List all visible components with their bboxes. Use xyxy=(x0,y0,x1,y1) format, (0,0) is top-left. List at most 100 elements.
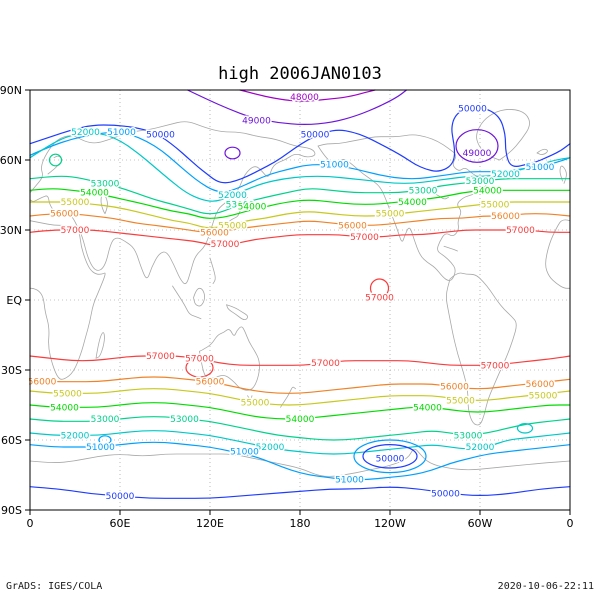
contour-49000 xyxy=(186,89,408,125)
contour-label-54000: 54000 xyxy=(50,403,79,413)
footer-grads-credit: GrADS: IGES/COLA xyxy=(6,581,102,592)
coastline-australia xyxy=(199,326,260,391)
contour-label-56000: 56000 xyxy=(196,378,225,388)
contour-label-50000: 50000 xyxy=(431,490,460,500)
x-axis-tick-label: 0 xyxy=(567,517,574,530)
contour-label-55000: 55000 xyxy=(529,392,558,402)
coastline-tasmania xyxy=(247,395,253,400)
contour-label-50000: 50000 xyxy=(106,492,135,502)
y-axis-tick-label: 60S xyxy=(1,434,22,447)
contour-55000 xyxy=(29,388,571,406)
contour-label-56000: 56000 xyxy=(526,380,555,390)
contour-label-52000: 52000 xyxy=(71,128,100,138)
contour-57000 xyxy=(29,229,571,247)
contour-label-51000: 51000 xyxy=(526,163,555,173)
contour-label-53000: 53000 xyxy=(466,177,495,187)
contour-50000 xyxy=(29,486,571,499)
contour-label-57000: 57000 xyxy=(481,361,510,371)
coastline-cuba xyxy=(443,245,458,252)
coastline-borneo xyxy=(193,287,206,307)
contour-48000 xyxy=(239,89,376,102)
plot-render-root: 48000 49000 49000 50000 50000 50000 51000 51000… xyxy=(0,84,574,530)
contour-label-56000: 56000 xyxy=(440,382,469,392)
contour-label-51000: 51000 xyxy=(86,443,115,453)
contour-label-55000: 55000 xyxy=(53,389,82,399)
coastline-philippines xyxy=(209,257,216,285)
plot-title: high 2006JAN0103 xyxy=(218,64,382,84)
contour-label-57000: 57000 xyxy=(61,226,90,236)
coastline-antarctica xyxy=(29,448,571,477)
coastline-japan xyxy=(224,196,248,226)
contour-label-53000: 53000 xyxy=(226,200,255,210)
contour-53000 xyxy=(29,175,571,215)
contour-50000 xyxy=(29,106,571,184)
contour-label-57000: 57000 xyxy=(211,240,240,250)
contour-label-52000: 52000 xyxy=(256,443,285,453)
contour-51000 xyxy=(29,441,571,481)
contour-label-48000: 48000 xyxy=(290,93,319,103)
contour-label-49000: 49000 xyxy=(242,116,271,126)
contour-label-52000: 52000 xyxy=(218,191,247,201)
coastline-south-america xyxy=(446,272,517,426)
contour-51000 xyxy=(29,132,571,193)
contour-label-56000: 56000 xyxy=(50,210,79,220)
contour-label-57000: 57000 xyxy=(185,354,214,364)
contour-label-50000: 50000 xyxy=(458,105,487,115)
contour-label-57000: 57000 xyxy=(311,359,340,369)
coastline-sumatra-java xyxy=(172,285,202,320)
coastline-madagascar xyxy=(95,332,105,359)
contour-label-49000: 49000 xyxy=(463,149,492,159)
contour-label-53000: 53000 xyxy=(170,415,199,425)
y-axis-tick-label: 30N xyxy=(0,224,22,237)
contour-label-50000: 50000 xyxy=(146,130,175,140)
footer-timestamp: 2020-10-06-22:11 xyxy=(498,581,594,592)
y-axis-tick-label: 90S xyxy=(1,504,22,517)
contour-54000 xyxy=(29,188,571,219)
contour-56000 xyxy=(29,376,571,394)
contour-52000-closed xyxy=(516,422,534,434)
contour-label-54000: 54000 xyxy=(80,189,109,199)
contour-label-55000: 55000 xyxy=(446,396,475,406)
contour-label-52000: 52000 xyxy=(466,443,495,453)
y-axis-tick-label: EQ xyxy=(6,294,22,307)
contour-label-52000: 52000 xyxy=(491,170,520,180)
contour-label-56000: 56000 xyxy=(200,228,229,238)
contour-label-50000: 50000 xyxy=(376,455,405,465)
contour-label-50000: 50000 xyxy=(301,130,330,140)
coastline-british-isles xyxy=(559,165,567,184)
contour-label-57000: 57000 xyxy=(365,294,394,304)
contour-label-56000: 56000 xyxy=(491,212,520,222)
contour-label-55000: 55000 xyxy=(61,198,90,208)
contour-label-51000: 51000 xyxy=(320,161,349,171)
coastline-africa-west xyxy=(545,219,571,289)
coastline-greenland xyxy=(476,109,530,161)
contour-label-55000: 55000 xyxy=(376,210,405,220)
contour-50000-closed xyxy=(362,443,418,469)
contour-51000-closed xyxy=(98,435,112,445)
contour-55000 xyxy=(29,201,571,229)
x-axis-tick-label: 0 xyxy=(27,517,34,530)
contour-label-54000: 54000 xyxy=(398,198,427,208)
contour-label-55000: 55000 xyxy=(218,221,247,231)
contour-label-54000: 54000 xyxy=(473,186,502,196)
contour-52000 xyxy=(29,430,571,455)
contour-52000 xyxy=(29,132,571,202)
contour-49000-closed xyxy=(455,129,499,163)
x-axis-tick-label: 120E xyxy=(196,517,224,530)
x-axis-tick-label: 60E xyxy=(110,517,131,530)
contour-51000-closed xyxy=(353,439,427,474)
contour-label-56000: 56000 xyxy=(28,378,57,388)
contour-57000-closed xyxy=(369,278,390,299)
contour-label-57000: 57000 xyxy=(350,233,379,243)
contour-53000 xyxy=(29,416,571,441)
contour-49000-closed xyxy=(224,146,241,160)
plot-area: 48000 49000 49000 50000 50000 50000 51000 51000… xyxy=(28,89,571,510)
contour-56000 xyxy=(29,213,571,233)
contour-label-51000: 51000 xyxy=(335,476,364,486)
contour-label-53000: 53000 xyxy=(91,179,120,189)
y-axis-tick-label: 60N xyxy=(0,154,22,167)
contour-label-57000: 57000 xyxy=(506,226,535,236)
contour-label-55000: 55000 xyxy=(481,200,510,210)
y-axis-tick-label: 90N xyxy=(0,84,22,97)
